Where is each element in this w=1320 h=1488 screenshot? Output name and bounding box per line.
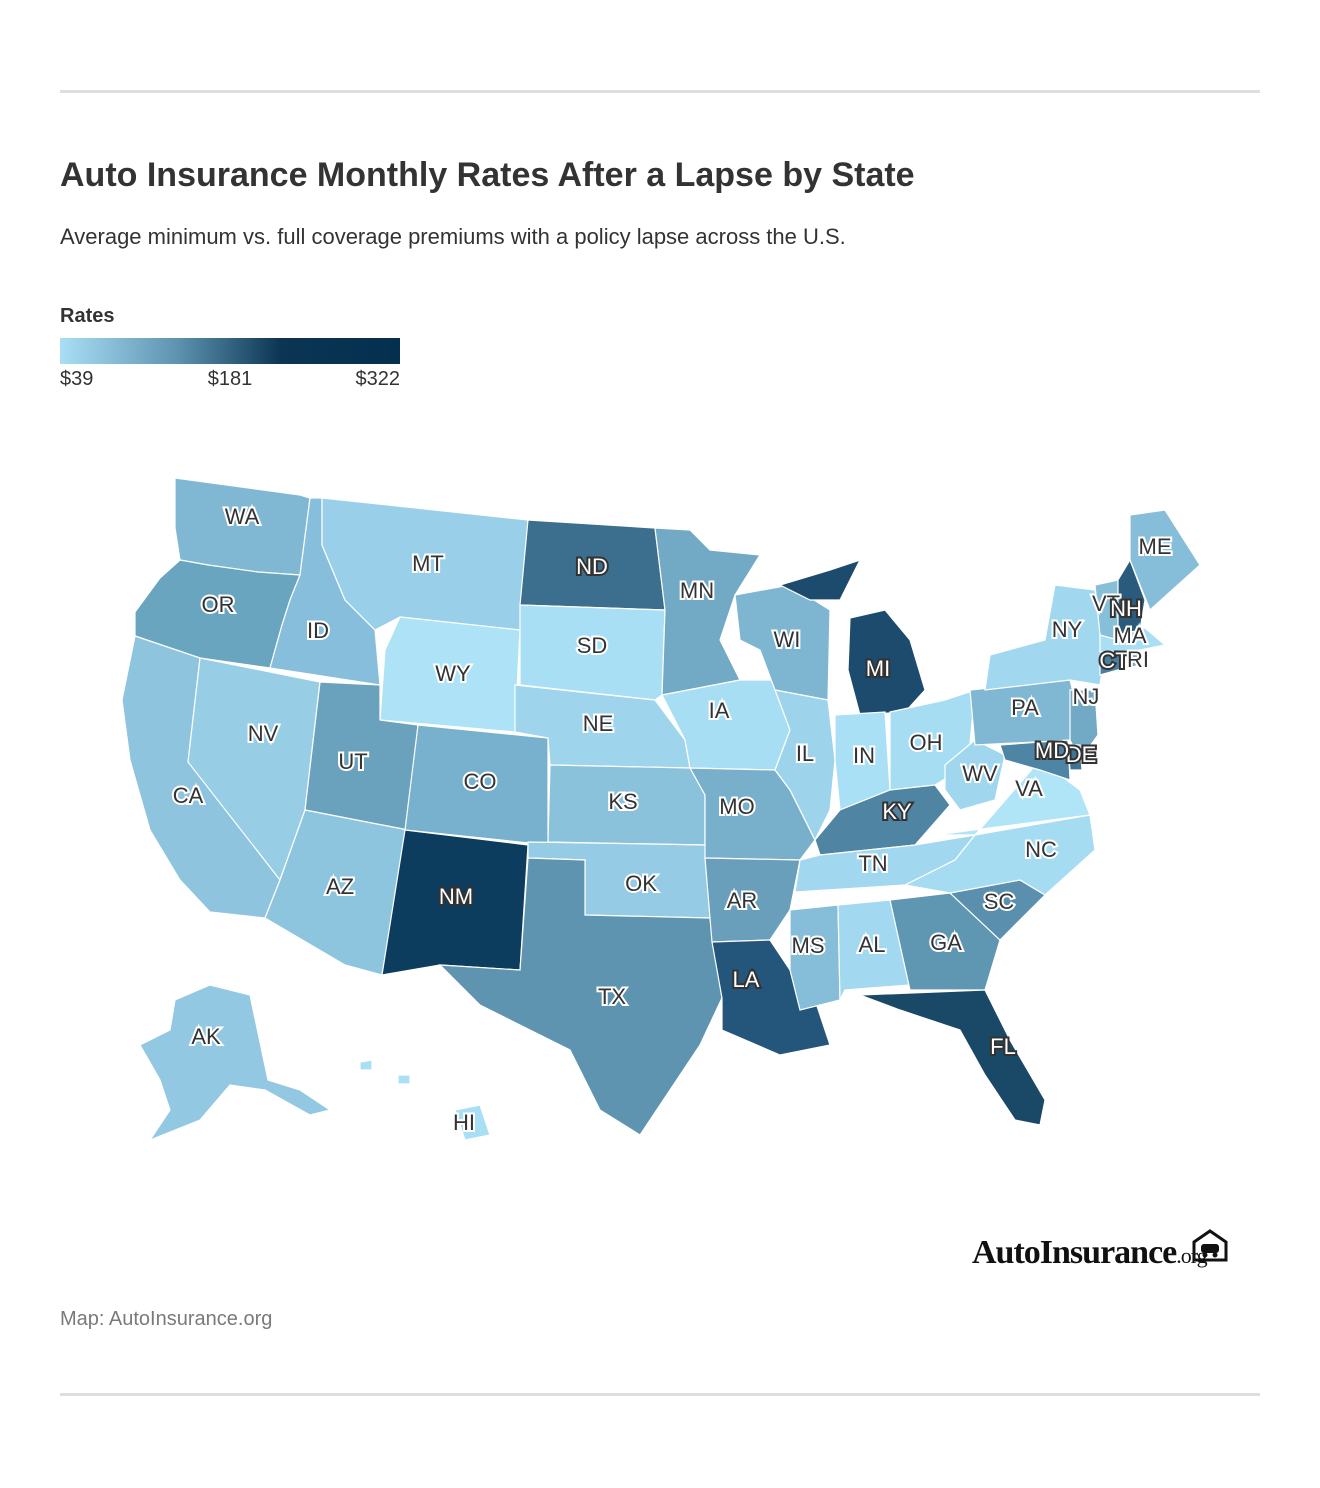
state-label-ok: OK [625,871,657,896]
state-label-ky: KY [882,799,912,824]
state-label-ar: AR [727,888,758,913]
state-label-vt: VT [1092,591,1120,616]
state-label-ga: GA [930,930,962,955]
state-mn [654,527,762,696]
state-label-nm: NM [439,884,473,909]
state-label-tn: TN [858,851,887,876]
car-garage-icon [1192,1229,1228,1262]
state-md [999,739,1071,781]
state-fl [859,989,1046,1126]
state-label-ma: MA [1114,623,1147,648]
state-wy [379,616,521,733]
state-ga [889,892,1001,991]
state-label-mt: MT [412,551,444,576]
state-label-md: MD [1035,738,1069,763]
state-label-wa: WA [225,504,260,529]
legend-min-label: $39 [60,368,94,390]
state-label-ne: NE [583,711,614,736]
brand-logo: AutoInsurance.org [972,1234,1208,1272]
state-label-or: OR [202,592,235,617]
state-label-ca: CA [173,783,204,808]
state-hi [359,1059,491,1141]
state-nh [1117,558,1146,636]
state-label-tx: TX [598,984,626,1009]
state-label-me: ME [1139,534,1172,559]
state-label-pa: PA [1011,695,1039,720]
state-ny [984,584,1106,691]
state-label-de: DE [1066,742,1097,767]
chart-title: Auto Insurance Monthly Rates After a Lap… [60,156,915,194]
state-label-nd: ND [576,554,608,579]
state-label-nv: NV [248,721,279,746]
state-ms [789,904,841,1011]
state-label-id: ID [307,618,329,643]
state-label-ct: CT [1099,648,1128,673]
state-label-ks: KS [608,789,637,814]
state-label-ia: IA [709,698,730,723]
source-note: Map: AutoInsurance.org [60,1308,273,1330]
top-divider [60,90,1260,93]
state-label-ak: AK [191,1024,221,1049]
state-label-mi: MI [866,656,890,681]
state-label-ri: RI [1127,647,1149,672]
legend-title: Rates [60,305,115,327]
state-la [711,939,831,1056]
state-label-il: IL [796,741,814,766]
state-label-al: AL [859,932,886,957]
color-legend: Rates $39 $181 $322 [60,305,400,396]
state-label-nc: NC [1025,837,1057,862]
state-label-in: IN [853,743,875,768]
state-label-az: AZ [326,874,354,899]
chart-subtitle: Average minimum vs. full coverage premiu… [60,224,846,249]
state-nj [1069,689,1099,762]
state-tx [438,857,723,1136]
state-label-sd: SD [577,633,608,658]
state-nc [903,814,1096,896]
state-label-nj: NJ [1073,684,1100,709]
legend-gradient-bar [60,338,400,364]
state-me [1129,509,1201,612]
state-label-co: CO [464,769,497,794]
state-label-mo: MO [719,794,754,819]
state-label-sc: SC [984,889,1015,914]
state-label-ut: UT [338,749,367,774]
brand-name: AutoInsurance [972,1234,1177,1271]
state-label-la: LA [733,967,760,992]
state-sd [519,604,666,701]
state-mi [778,558,926,716]
state-label-wy: WY [435,661,471,686]
state-label-oh: OH [910,730,943,755]
state-label-mn: MN [680,578,714,603]
state-al [837,899,911,1001]
state-label-va: VA [1015,776,1043,801]
state-label-ny: NY [1052,617,1083,642]
state-label-wv: WV [962,761,998,786]
legend-ticks: $39 $181 $322 [60,368,400,396]
state-label-nh: NH [1110,596,1142,621]
bottom-divider [60,1393,1260,1396]
state-label-fl: FL [990,1034,1016,1059]
legend-max-label: $322 [355,368,401,390]
state-label-ms: MS [792,933,825,958]
state-label-wi: WI [774,627,801,652]
legend-mid-label: $181 [207,368,253,390]
state-ak [139,984,332,1142]
state-vt [1094,579,1119,641]
state-label-hi: HI [453,1110,475,1135]
